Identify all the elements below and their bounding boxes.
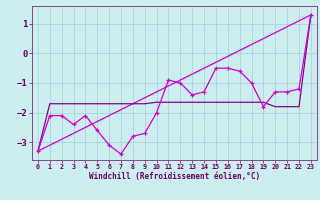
X-axis label: Windchill (Refroidissement éolien,°C): Windchill (Refroidissement éolien,°C)	[89, 172, 260, 181]
